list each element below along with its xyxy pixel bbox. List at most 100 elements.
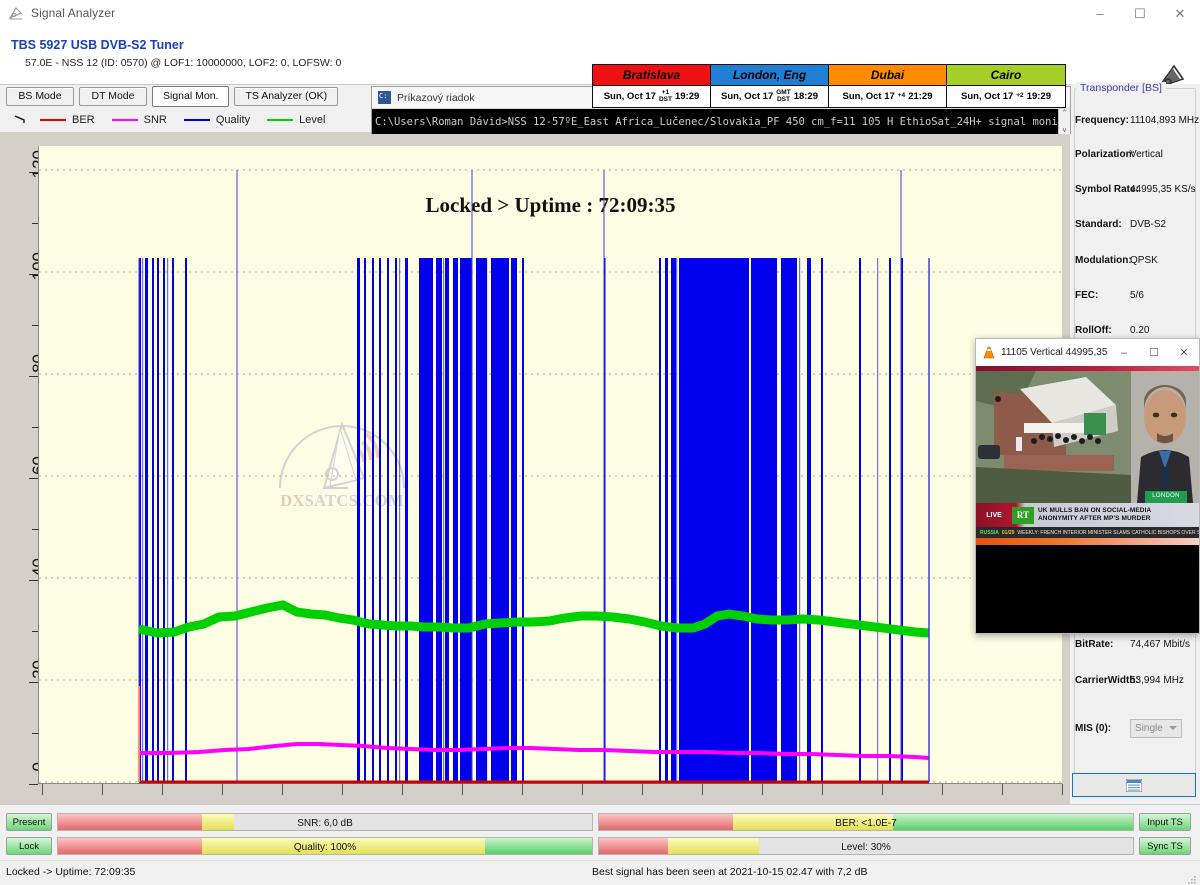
tuner-subtitle: 57.0E - NSS 12 (ID: 0570) @ LOF1: 100000…: [25, 57, 342, 69]
y-tick-mark-minor: [32, 630, 38, 632]
vlc-player-window[interactable]: 11105 Vertical 44995,35 / RF: ... – ☐ ✕: [975, 338, 1200, 634]
legend-item-quality[interactable]: Quality: [183, 114, 250, 126]
clock-tz-dst: DST: [776, 95, 790, 103]
level-bar: Level: 30%: [598, 837, 1134, 855]
scroll-down-icon[interactable]: v: [1062, 126, 1067, 134]
ticker-headline: UK MULLS BAN ON SOCIAL-MEDIA ANONYMITY A…: [1038, 507, 1151, 523]
status-area: Present SNR: 6,0 dB BER: <1.0E-7 Input T…: [0, 804, 1200, 885]
x-tick-mark: [42, 784, 43, 795]
x-tick-mark: [522, 784, 523, 795]
x-tick-mark: [102, 784, 103, 795]
sync-ts-button[interactable]: Sync TS: [1139, 837, 1191, 855]
quality-bar: Quality: 100%: [57, 837, 593, 855]
ticker-sub-text: WEEKLY: FRENCH INTERIOR MINISTER SLAMS C…: [1017, 529, 1199, 536]
x-tick-mark: [462, 784, 463, 795]
command-prompt-title: Príkazový riadok: [397, 91, 475, 104]
vlc-titlebar: 11105 Vertical 44995,35 / RF: ... – ☐ ✕: [976, 339, 1199, 366]
world-clock-strip: Bratislava Sun, Oct 17 +1 DST 19:29 Lond…: [592, 64, 1066, 108]
tp-value-fec: 5/6: [1130, 290, 1144, 301]
x-tick-mark: [342, 784, 343, 795]
clock-time-bratislava: Sun, Oct 17 +1 DST 19:29: [593, 86, 710, 107]
command-prompt-line: C:\Users\Roman Dávid>NSS 12-57ºE_East Af…: [375, 115, 1070, 128]
snr-bar-red-seg: [58, 814, 203, 830]
x-tick-mark: [222, 784, 223, 795]
input-ts-button[interactable]: Input TS: [1139, 813, 1191, 831]
tp-value-standard: DVB-S2: [1130, 219, 1167, 230]
ber-bar-green-seg: [892, 814, 1133, 830]
clock-hhmm-bratislava: 19:29: [674, 91, 700, 102]
mis-select[interactable]: Single: [1130, 719, 1182, 738]
legend-item-ber[interactable]: BER: [40, 114, 95, 126]
maximize-icon[interactable]: ☐: [1134, 5, 1146, 21]
tp-row-rolloff: RollOff: 0.20: [1075, 325, 1200, 339]
x-tick-mark: [282, 784, 283, 795]
legend-swatch-ber: [40, 118, 66, 121]
clock-bratislava[interactable]: Bratislava Sun, Oct 17 +1 DST 19:29: [593, 65, 711, 107]
tp-key-carrierwidth: CarrierWidth:: [1075, 675, 1139, 686]
clock-tz-offset: +4: [897, 92, 906, 100]
chart-traces: [39, 169, 1063, 784]
tp-row-bitrate: BitRate: 74,467 Mbit/s: [1075, 639, 1200, 653]
resize-grip-icon[interactable]: [1187, 872, 1197, 884]
signal-chart[interactable]: 020406080100120 Locked > Uptime : 72:09:…: [0, 132, 1070, 804]
y-tick-mark-minor: [32, 324, 38, 326]
chart-plot-area[interactable]: Locked > Uptime : 72:09:35 DXSATCS.COM: [38, 146, 1063, 784]
minimize-icon[interactable]: –: [1096, 5, 1104, 21]
x-tick-mark: [762, 784, 763, 795]
tp-value-carrierwidth: 53,994 MHz: [1130, 675, 1184, 686]
tp-key-rolloff: RollOff:: [1075, 325, 1112, 336]
aerial-shot: [976, 371, 1131, 503]
tp-value-polarization: Vertical: [1130, 149, 1163, 160]
scroll-up-icon[interactable]: ^: [1062, 109, 1067, 117]
tp-key-polarization: Polarization:: [1075, 149, 1136, 160]
x-tick-mark: [1002, 784, 1003, 795]
ticker-headline-line1: UK MULLS BAN ON SOCIAL-MEDIA: [1038, 506, 1152, 514]
clock-london[interactable]: London, Eng Sun, Oct 17 GMT DST 18:29: [711, 65, 829, 107]
vlc-close-icon[interactable]: ✕: [1179, 347, 1189, 359]
trace-level: [138, 600, 930, 638]
ticker-sub-tag: RUSSIA: [980, 529, 999, 536]
y-tick-mark-minor: [32, 528, 38, 530]
broadcast-bottom-bar: [976, 538, 1199, 545]
vlc-maximize-icon[interactable]: ☐: [1149, 347, 1159, 359]
y-tick-mark: [29, 477, 38, 479]
tp-key-symbol-rate: Symbol Rate:: [1075, 184, 1139, 195]
clock-tz-dst: DST: [658, 95, 672, 103]
legend-item-snr[interactable]: SNR: [111, 114, 167, 126]
status-row-snr-ber: Present SNR: 6,0 dB BER: <1.0E-7 Input T…: [0, 812, 1200, 832]
tab-bs-mode[interactable]: BS Mode: [6, 86, 74, 106]
command-prompt-body[interactable]: C:\Users\Roman Dávid>NSS 12-57ºE_East Af…: [372, 109, 1070, 134]
statusbar-left-text: Locked -> Uptime: 72:09:35: [6, 866, 136, 878]
tp-key-fec: FEC:: [1075, 290, 1099, 301]
x-tick-mark: [702, 784, 703, 795]
chart-uptime-title: Locked > Uptime : 72:09:35: [425, 193, 676, 217]
interview-shot: LONDON: [1131, 371, 1199, 503]
vlc-video-canvas[interactable]: LONDON LIVE RT UK MULLS BAN ON SOCIAL-ME…: [976, 366, 1199, 633]
window-title: Signal Analyzer: [31, 6, 116, 20]
broadcast-top-bar: [976, 366, 1199, 371]
transponder-list-button[interactable]: [1072, 773, 1196, 797]
clock-cairo[interactable]: Cairo Sun, Oct 17 +2 19:29: [947, 65, 1065, 107]
vlc-minimize-icon[interactable]: –: [1120, 346, 1128, 359]
clock-date-dubai: Sun, Oct 17: [842, 91, 895, 102]
tab-signal-mon[interactable]: Signal Mon.: [152, 85, 230, 107]
tp-key-frequency: Frequency:: [1075, 115, 1129, 126]
tab-ts-analyzer[interactable]: TS Analyzer (OK): [234, 86, 339, 106]
status-divider: [0, 860, 1200, 861]
ticker-live-label: LIVE: [986, 511, 1002, 519]
y-tick-mark: [29, 784, 38, 785]
legend-item-level[interactable]: Level: [267, 114, 325, 126]
clock-dubai[interactable]: Dubai Sun, Oct 17 +4 21:29: [829, 65, 947, 107]
command-prompt-scrollbar[interactable]: ^ v: [1058, 109, 1070, 134]
close-icon[interactable]: ✕: [1174, 5, 1186, 21]
snr-bar-label: SNR: 6,0 dB: [297, 817, 353, 829]
tp-key-mis: MIS (0):: [1075, 723, 1112, 734]
statusbar-right-text: Best signal has been seen at 2021-10-15 …: [592, 866, 868, 878]
tab-dt-mode[interactable]: DT Mode: [79, 86, 147, 106]
window-titlebar: Signal Analyzer – ☐ ✕: [0, 0, 1200, 26]
clock-hhmm-dubai: 21:29: [908, 91, 933, 102]
clock-time-dubai: Sun, Oct 17 +4 21:29: [829, 86, 946, 107]
console-icon: [378, 91, 391, 104]
y-tick-mark: [29, 273, 38, 275]
